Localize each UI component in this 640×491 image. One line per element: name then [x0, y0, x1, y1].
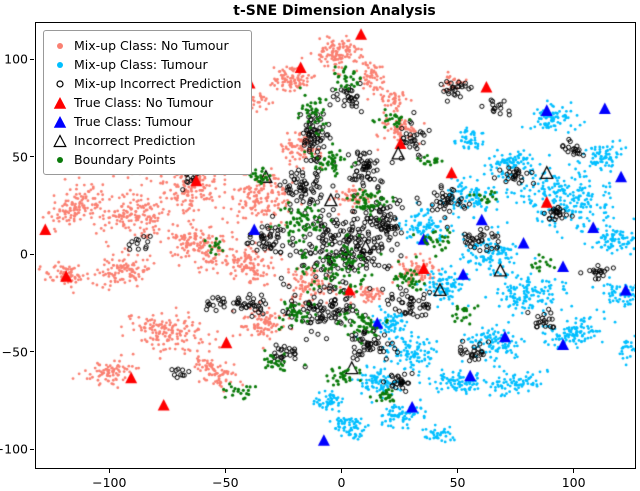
- x-tick-label: 0: [337, 475, 346, 490]
- y-tick-label: −50: [1, 344, 28, 360]
- open-circle-marker-icon: [51, 77, 69, 91]
- x-tick-mark: [224, 469, 226, 473]
- x-tick-mark: [340, 469, 342, 473]
- y-tick-mark: [30, 253, 34, 255]
- chart-title: t-SNE Dimension Analysis: [233, 3, 436, 19]
- x-tick-label: 100: [561, 475, 586, 490]
- legend-item-mixup-incorrect: Mix-up Incorrect Prediction: [51, 74, 241, 93]
- x-tick-mark: [573, 469, 575, 473]
- x-tick-label: −100: [92, 475, 127, 490]
- y-tick-label: −100: [0, 441, 28, 457]
- x-tick-mark: [457, 469, 459, 473]
- blue-dot-marker-icon: [51, 58, 69, 72]
- legend-item-true-no-tumour: True Class: No Tumour: [51, 93, 241, 112]
- legend-label: True Class: Tumour: [74, 114, 193, 129]
- blue-triangle-marker-icon: [51, 115, 69, 129]
- legend-item-incorrect-prediction: Incorrect Prediction: [51, 131, 241, 150]
- legend-label: Mix-up Incorrect Prediction: [74, 76, 242, 91]
- salmon-dot-marker-icon: [51, 39, 69, 53]
- y-tick-label: 100: [4, 51, 28, 67]
- open-triangle-marker-icon: [51, 133, 69, 148]
- legend-label: True Class: No Tumour: [74, 95, 214, 110]
- x-tick-mark: [108, 469, 110, 473]
- legend-item-boundary-points: Boundary Points: [51, 150, 241, 169]
- y-tick-label: 50: [12, 149, 28, 165]
- x-tick-label: 50: [449, 475, 466, 490]
- y-tick-label: 0: [20, 246, 28, 262]
- green-dot-marker-icon: [51, 153, 69, 167]
- legend-label: Boundary Points: [74, 152, 176, 167]
- legend-item-mixup-no-tumour: Mix-up Class: No Tumour: [51, 36, 241, 55]
- legend-label: Incorrect Prediction: [74, 133, 196, 148]
- plot-area: Mix-up Class: No Tumour Mix-up Class: Tu…: [35, 22, 636, 469]
- x-tick-label: −50: [212, 475, 239, 490]
- y-tick-mark: [30, 58, 34, 60]
- legend-label: Mix-up Class: Tumour: [74, 57, 208, 72]
- legend-item-true-tumour: True Class: Tumour: [51, 112, 241, 131]
- y-tick-mark: [30, 351, 34, 353]
- red-triangle-marker-icon: [51, 96, 69, 110]
- y-tick-mark: [30, 448, 34, 450]
- y-tick-mark: [30, 156, 34, 158]
- legend-item-mixup-tumour: Mix-up Class: Tumour: [51, 55, 241, 74]
- legend: Mix-up Class: No Tumour Mix-up Class: Tu…: [43, 30, 253, 175]
- legend-label: Mix-up Class: No Tumour: [74, 38, 229, 53]
